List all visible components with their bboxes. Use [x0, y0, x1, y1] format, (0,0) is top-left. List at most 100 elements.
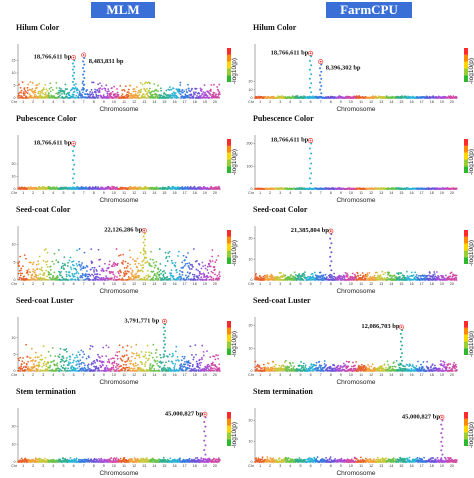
- snp-point: [43, 274, 45, 276]
- x-tick-label: 6: [310, 191, 312, 195]
- snp-point: [93, 269, 95, 271]
- snp-point: [27, 87, 29, 89]
- peak-marker-dot: [330, 230, 332, 232]
- snp-point: [208, 263, 210, 265]
- snp-point: [211, 249, 213, 251]
- x-tick-label: 12: [132, 191, 136, 195]
- snp-point: [147, 270, 149, 272]
- x-tick-label: 17: [183, 191, 187, 195]
- snp-point: [99, 82, 101, 84]
- snp-point: [212, 260, 214, 262]
- snp-point: [140, 91, 142, 93]
- density-scale-segment: [464, 75, 468, 82]
- snp-point: [267, 276, 269, 278]
- snp-point: [406, 271, 408, 273]
- snp-point: [374, 275, 376, 277]
- snp-point: [129, 256, 131, 258]
- snp-point: [110, 92, 112, 94]
- snp-point: [21, 368, 23, 370]
- x-tick-label: 5: [63, 191, 65, 195]
- snp-point: [76, 92, 78, 94]
- snp-point: [104, 263, 106, 265]
- trait-title: Seed-coat Color: [16, 205, 71, 214]
- snp-point: [199, 264, 201, 266]
- snp-point: [50, 266, 52, 268]
- snp-point: [29, 93, 31, 95]
- peak-point: [144, 250, 146, 252]
- snp-point: [380, 275, 382, 277]
- x-tick-label: 11: [122, 191, 126, 195]
- snp-point: [216, 259, 218, 261]
- snp-point: [179, 91, 181, 93]
- snp-point: [155, 261, 157, 263]
- snp-point: [60, 88, 62, 90]
- snp-point: [210, 271, 212, 273]
- snp-point: [50, 91, 52, 93]
- snp-point: [384, 272, 386, 274]
- density-scale-segment: [464, 68, 468, 75]
- x-tick-label: 14: [389, 191, 393, 195]
- snp-point: [197, 270, 199, 272]
- snp-point: [19, 256, 21, 258]
- snp-point: [119, 85, 121, 87]
- x-tick-label: 2: [269, 282, 271, 286]
- y-tick-label: 10: [12, 242, 16, 246]
- snp-point: [75, 95, 77, 97]
- x-tick-label: 4: [52, 282, 54, 286]
- snp-point: [150, 251, 152, 253]
- peak-point: [310, 152, 312, 154]
- snp-point: [145, 81, 147, 83]
- snp-point: [181, 262, 183, 264]
- snp-point: [187, 95, 189, 97]
- snp-point: [146, 92, 148, 94]
- snp-point: [143, 93, 145, 95]
- snp-point: [115, 93, 117, 95]
- peak-point: [82, 74, 84, 76]
- snp-point: [142, 84, 144, 86]
- snp-point: [31, 273, 33, 275]
- snp-point: [37, 369, 39, 371]
- density-scale-segment: [464, 62, 468, 69]
- snp-point: [182, 266, 184, 268]
- snp-point: [145, 252, 147, 254]
- x-tick-label: 17: [420, 191, 424, 195]
- snp-point: [369, 272, 371, 274]
- snp-point: [200, 95, 202, 97]
- peak-point: [310, 82, 312, 84]
- snp-point: [283, 274, 285, 276]
- snp-point: [100, 270, 102, 272]
- snp-point: [206, 278, 208, 280]
- snp-point: [434, 273, 436, 275]
- snp-point: [38, 356, 40, 358]
- snp-point: [24, 87, 26, 89]
- snp-point: [117, 263, 119, 265]
- snp-point: [77, 89, 79, 91]
- density-scale-segment: [464, 153, 468, 160]
- snp-point: [87, 276, 89, 278]
- peak-point: [309, 78, 311, 80]
- x-tick-label: 20: [450, 191, 454, 195]
- snp-point: [76, 271, 78, 273]
- snp-point: [122, 260, 124, 262]
- farmcpu-column-header: FarmCPU: [326, 2, 412, 18]
- snp-point: [204, 265, 206, 267]
- snp-point: [47, 279, 49, 281]
- snp-point: [35, 275, 37, 277]
- snp-point: [26, 364, 28, 366]
- snp-point: [34, 94, 36, 96]
- snp-point: [126, 272, 128, 274]
- peak-point: [73, 182, 75, 184]
- snp-point: [195, 91, 197, 93]
- y-tick-label: 10: [249, 257, 253, 261]
- snp-point: [302, 275, 304, 277]
- x-tick-label: 1: [259, 191, 261, 195]
- snp-point: [19, 370, 21, 372]
- snp-point: [337, 279, 339, 281]
- snp-point: [20, 274, 22, 276]
- peak-point: [72, 177, 74, 179]
- x-tick-label: Chr: [11, 282, 18, 286]
- snp-point: [108, 90, 110, 92]
